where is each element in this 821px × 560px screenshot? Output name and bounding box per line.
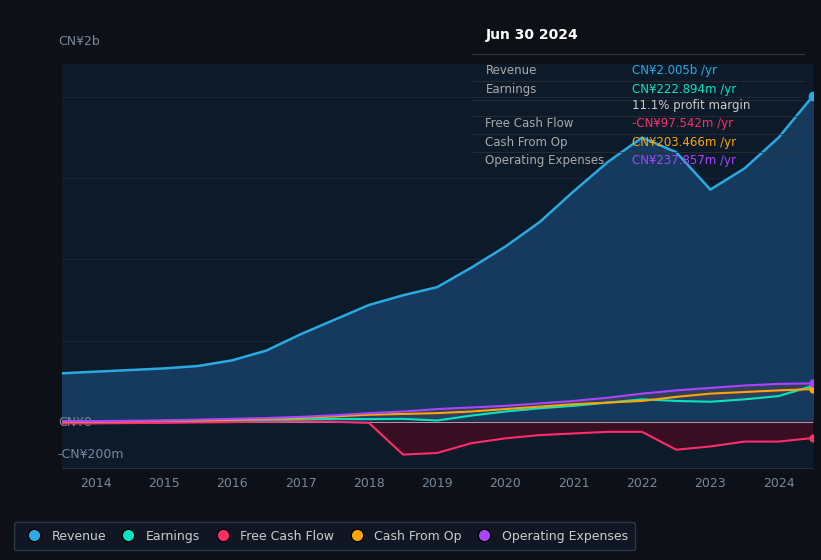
Text: CN¥0: CN¥0 bbox=[57, 416, 92, 428]
Text: Revenue: Revenue bbox=[485, 64, 537, 77]
Text: CN¥2.005b /yr: CN¥2.005b /yr bbox=[631, 64, 717, 77]
Text: CN¥2b: CN¥2b bbox=[57, 35, 99, 48]
Text: Operating Expenses: Operating Expenses bbox=[485, 153, 604, 167]
Text: Free Cash Flow: Free Cash Flow bbox=[485, 118, 574, 130]
Text: Earnings: Earnings bbox=[485, 83, 537, 96]
Text: CN¥222.894m /yr: CN¥222.894m /yr bbox=[631, 83, 736, 96]
Legend: Revenue, Earnings, Free Cash Flow, Cash From Op, Operating Expenses: Revenue, Earnings, Free Cash Flow, Cash … bbox=[14, 522, 635, 550]
Text: CN¥237.857m /yr: CN¥237.857m /yr bbox=[631, 153, 736, 167]
Text: Jun 30 2024: Jun 30 2024 bbox=[485, 29, 578, 43]
Text: -CN¥200m: -CN¥200m bbox=[57, 448, 124, 461]
Text: 11.1% profit margin: 11.1% profit margin bbox=[631, 99, 750, 112]
Text: -CN¥97.542m /yr: -CN¥97.542m /yr bbox=[631, 118, 733, 130]
Text: CN¥203.466m /yr: CN¥203.466m /yr bbox=[631, 136, 736, 148]
Text: Cash From Op: Cash From Op bbox=[485, 136, 568, 148]
